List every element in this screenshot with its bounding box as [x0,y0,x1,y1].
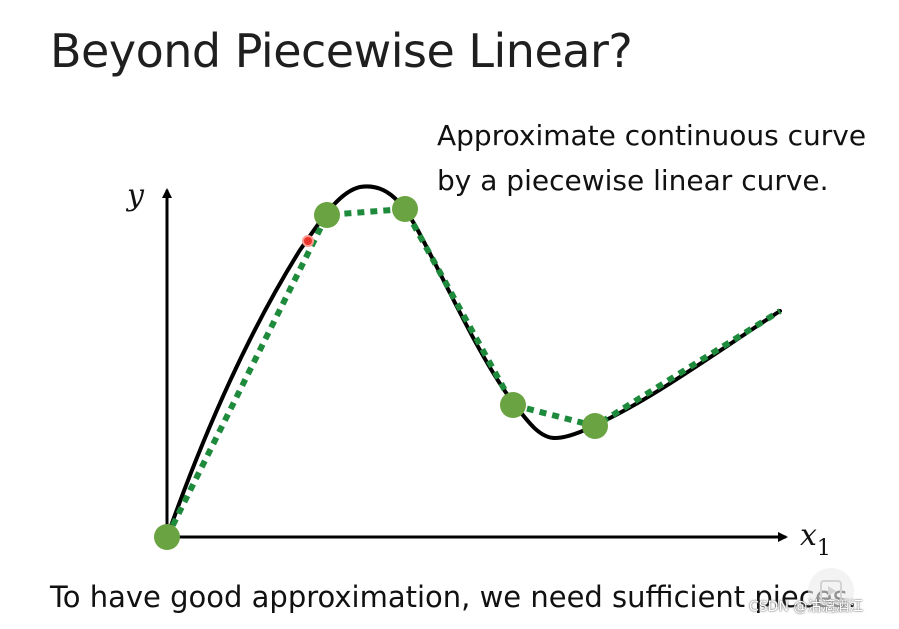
piecewise-linear-curve [164,205,782,539]
annotation-text: Approximate continuous curve by a piecew… [437,113,866,203]
breakpoint-2 [314,202,340,228]
breakpoint-3 [392,196,418,222]
slide-title: Beyond Piecewise Linear? [50,24,633,78]
breakpoint-4 [500,392,526,418]
y-axis-label: y [125,178,145,213]
laser-pointer-dot [302,235,314,247]
breakpoint-5 [582,413,608,439]
x-axis-label: x1 [800,518,831,561]
annotation-line-1: Approximate continuous curve [437,119,867,152]
footer-text: To have good approximation, we need suff… [50,580,857,614]
breakpoint-1 [154,524,180,550]
annotation-line-2: by a piecewise linear curve. [437,164,829,197]
x-axis-label-base: x [800,518,817,553]
continuous-curve [165,184,782,539]
play-icon[interactable] [808,568,854,614]
x-axis-label-subscript: 1 [817,536,831,561]
watermark: CSDN @沽漓酒江 [749,599,864,615]
play-icon-glyph [820,580,842,602]
